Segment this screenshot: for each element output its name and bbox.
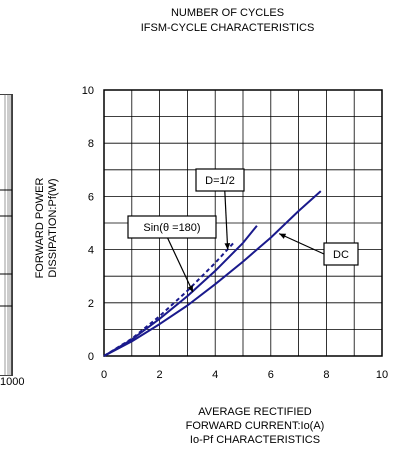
y-tick-label: 6 <box>88 191 94 203</box>
label-d-half-arrowhead <box>224 243 231 250</box>
x-tick-label: 4 <box>212 369 218 381</box>
label-dc-text: DC <box>333 249 349 261</box>
x-axis-label-line-2: FORWARD CURRENT:Io(A) <box>185 420 325 432</box>
label-dc-arrow <box>278 233 325 255</box>
adjacent-chart-fragment <box>0 94 13 376</box>
y-tick-labels: 0 2 4 6 8 10 <box>82 85 94 363</box>
plot-frame <box>103 89 383 357</box>
label-d-half-text: D=1/2 <box>205 175 235 187</box>
x-tick-label: 8 <box>323 369 329 381</box>
y-tick-label: 10 <box>82 85 94 97</box>
series-line-sin-180 <box>103 225 258 357</box>
x-axis-label-line-1: AVERAGE RECTIFIED <box>198 406 312 418</box>
series-group <box>103 190 322 357</box>
chart-title: Io-Pf CHARACTERISTICS <box>189 434 321 446</box>
x-axis-caption: AVERAGE RECTIFIED FORWARD CURRENT:Io(A) … <box>135 405 375 447</box>
x-tick-label: 0 <box>101 369 107 381</box>
top-caption-line-2: IFSM-CYCLE CHARACTERISTICS <box>140 22 315 34</box>
top-caption-line-1: NUMBER OF CYCLES <box>170 7 285 19</box>
x-tick-labels: 0 2 4 6 8 10 <box>101 369 388 381</box>
y-tick-label: 4 <box>88 245 94 257</box>
label-sin-180-box <box>127 215 217 239</box>
label-dc-arrowhead <box>279 233 287 239</box>
label-d-half-arrow <box>224 190 229 250</box>
y-tick-label: 0 <box>88 351 94 363</box>
x-tick-label: 2 <box>157 369 163 381</box>
label-d-half-box <box>195 168 245 192</box>
x-tick-label: 6 <box>268 369 274 381</box>
annotation-group: D=1/2 Sin(θ =180) DC <box>127 168 359 293</box>
y-tick-label: 2 <box>88 298 94 310</box>
label-sin-180-text: Sin(θ =180) <box>143 222 200 234</box>
x-tick-label: 10 <box>376 369 388 381</box>
series-line-d-half <box>103 240 236 357</box>
label-sin-180-arrow <box>167 237 194 293</box>
series-line-dc <box>103 190 322 357</box>
top-caption: NUMBER OF CYCLES IFSM-CYCLE CHARACTERIST… <box>115 6 340 36</box>
y-tick-label: 8 <box>88 138 94 150</box>
adjacent-chart-tick-label: 1000 <box>0 376 25 388</box>
label-sin-180-arrowhead <box>187 285 193 293</box>
